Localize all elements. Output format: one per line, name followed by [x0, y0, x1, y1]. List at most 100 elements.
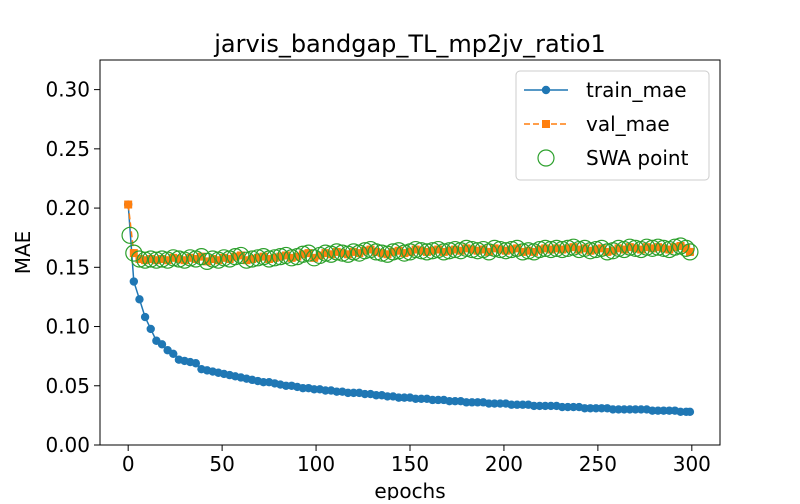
val-mae-point	[592, 245, 600, 254]
val-mae-point	[603, 247, 612, 256]
swa-point-marker	[232, 246, 250, 265]
swa-point-marker	[514, 243, 532, 261]
y-axis: 0.00 0.05 0.10 0.15 0.20 0.25 0.30	[45, 78, 100, 457]
y-tick-label: 0.25	[45, 137, 90, 161]
val-mae-point	[321, 249, 330, 258]
val-mae-point	[293, 252, 302, 261]
val-mae-point	[518, 247, 527, 256]
val-mae-point	[304, 249, 313, 258]
swa-point-marker	[249, 249, 267, 267]
swa-point-marker	[412, 242, 430, 260]
swa-point-marker	[226, 248, 244, 266]
swa-point-marker	[677, 239, 695, 257]
val-mae-point	[428, 246, 437, 255]
val-mae-point	[394, 246, 403, 255]
val-mae-point	[152, 256, 161, 265]
legend-item-val_mae: val_mae	[524, 112, 670, 136]
swa-point-marker	[559, 239, 577, 257]
swa-point-marker	[681, 243, 699, 261]
val-mae-point	[389, 247, 398, 256]
val-mae-point	[496, 245, 505, 254]
y-tick-label: 0.05	[45, 374, 90, 398]
val-mae-point	[513, 244, 522, 253]
swa-point-marker	[497, 242, 515, 260]
train-mae-point	[129, 277, 139, 286]
val-mae-point	[445, 246, 454, 255]
x-tick-label: 250	[579, 452, 617, 476]
swa-point-marker	[423, 242, 442, 260]
swa-point-marker	[440, 242, 459, 260]
x-tick-label: 200	[485, 452, 523, 476]
val-mae-point	[186, 253, 195, 262]
val-mae-point	[479, 245, 488, 254]
val-mae-point	[648, 244, 657, 253]
legend-label: train_mae	[586, 78, 687, 102]
swa-point-marker	[407, 240, 425, 259]
val-mae-point	[180, 256, 189, 265]
swa-point-marker	[142, 250, 160, 268]
swa-point-marker	[621, 238, 639, 256]
y-axis-label: MAE	[11, 231, 35, 275]
swa-point-marker	[463, 240, 481, 259]
val-mae-point	[197, 252, 206, 261]
val-mae-point	[439, 247, 448, 256]
swa-point-marker	[204, 250, 222, 268]
val-mae-point	[614, 244, 623, 253]
val-mae-point	[124, 200, 133, 209]
val-mae-point	[163, 256, 172, 265]
x-tick-label: 50	[209, 452, 234, 476]
val-mae-point	[654, 243, 662, 252]
swa-point-marker	[542, 240, 560, 259]
val-mae-point	[310, 253, 319, 262]
val-mae-point	[383, 250, 392, 259]
series-train_mae	[123, 200, 695, 417]
val-mae-point	[524, 246, 533, 255]
val-mae-point	[287, 253, 296, 262]
swa-point-marker	[570, 240, 588, 259]
val-mae-point	[665, 245, 674, 254]
swa-point-marker	[502, 240, 521, 259]
legend-marker	[542, 120, 550, 128]
val-mae-point	[586, 246, 595, 255]
y-tick-label: 0.15	[45, 255, 90, 279]
val-mae-point	[670, 243, 679, 252]
val-mae-point	[422, 247, 431, 256]
val-mae-point	[282, 251, 290, 260]
train-mae-point	[685, 407, 695, 417]
swa-point-marker	[153, 250, 171, 268]
val-mae-point	[265, 255, 274, 264]
plot-area	[121, 200, 699, 417]
swa-point-marker	[367, 243, 385, 261]
val-mae-point	[344, 250, 352, 259]
swa-point-marker	[316, 244, 335, 262]
val-mae-point	[625, 243, 634, 252]
val-mae-point	[220, 253, 228, 262]
val-mae-point	[473, 246, 482, 255]
swa-point-marker	[598, 243, 616, 261]
swa-point-marker	[345, 243, 363, 261]
train-mae-point	[169, 349, 178, 358]
val-mae-point	[451, 245, 460, 254]
val-mae-point	[462, 244, 471, 253]
swa-point-marker	[593, 239, 611, 257]
val-mae-point	[372, 247, 381, 256]
val-mae-point	[225, 255, 234, 264]
swa-point-marker	[649, 238, 667, 256]
legend-marker	[541, 85, 551, 95]
val-mae-point	[484, 247, 493, 256]
legend-item-train_mae: train_mae	[524, 78, 687, 102]
val-mae-point	[349, 247, 358, 256]
swa-point-marker	[164, 249, 182, 267]
swa-point-marker	[643, 239, 661, 257]
swa-point-marker	[609, 239, 628, 257]
swa-point-marker	[638, 238, 656, 256]
val-mae-point	[507, 245, 516, 254]
val-mae-point	[327, 250, 336, 259]
chart-title: jarvis_bandgap_TL_mp2jv_ratio1	[213, 30, 606, 58]
val-mae-point	[546, 245, 555, 254]
val-mae-point	[270, 253, 279, 262]
train-mae-point	[140, 312, 150, 322]
val-mae-point	[236, 251, 245, 260]
val-mae-point	[637, 245, 646, 254]
